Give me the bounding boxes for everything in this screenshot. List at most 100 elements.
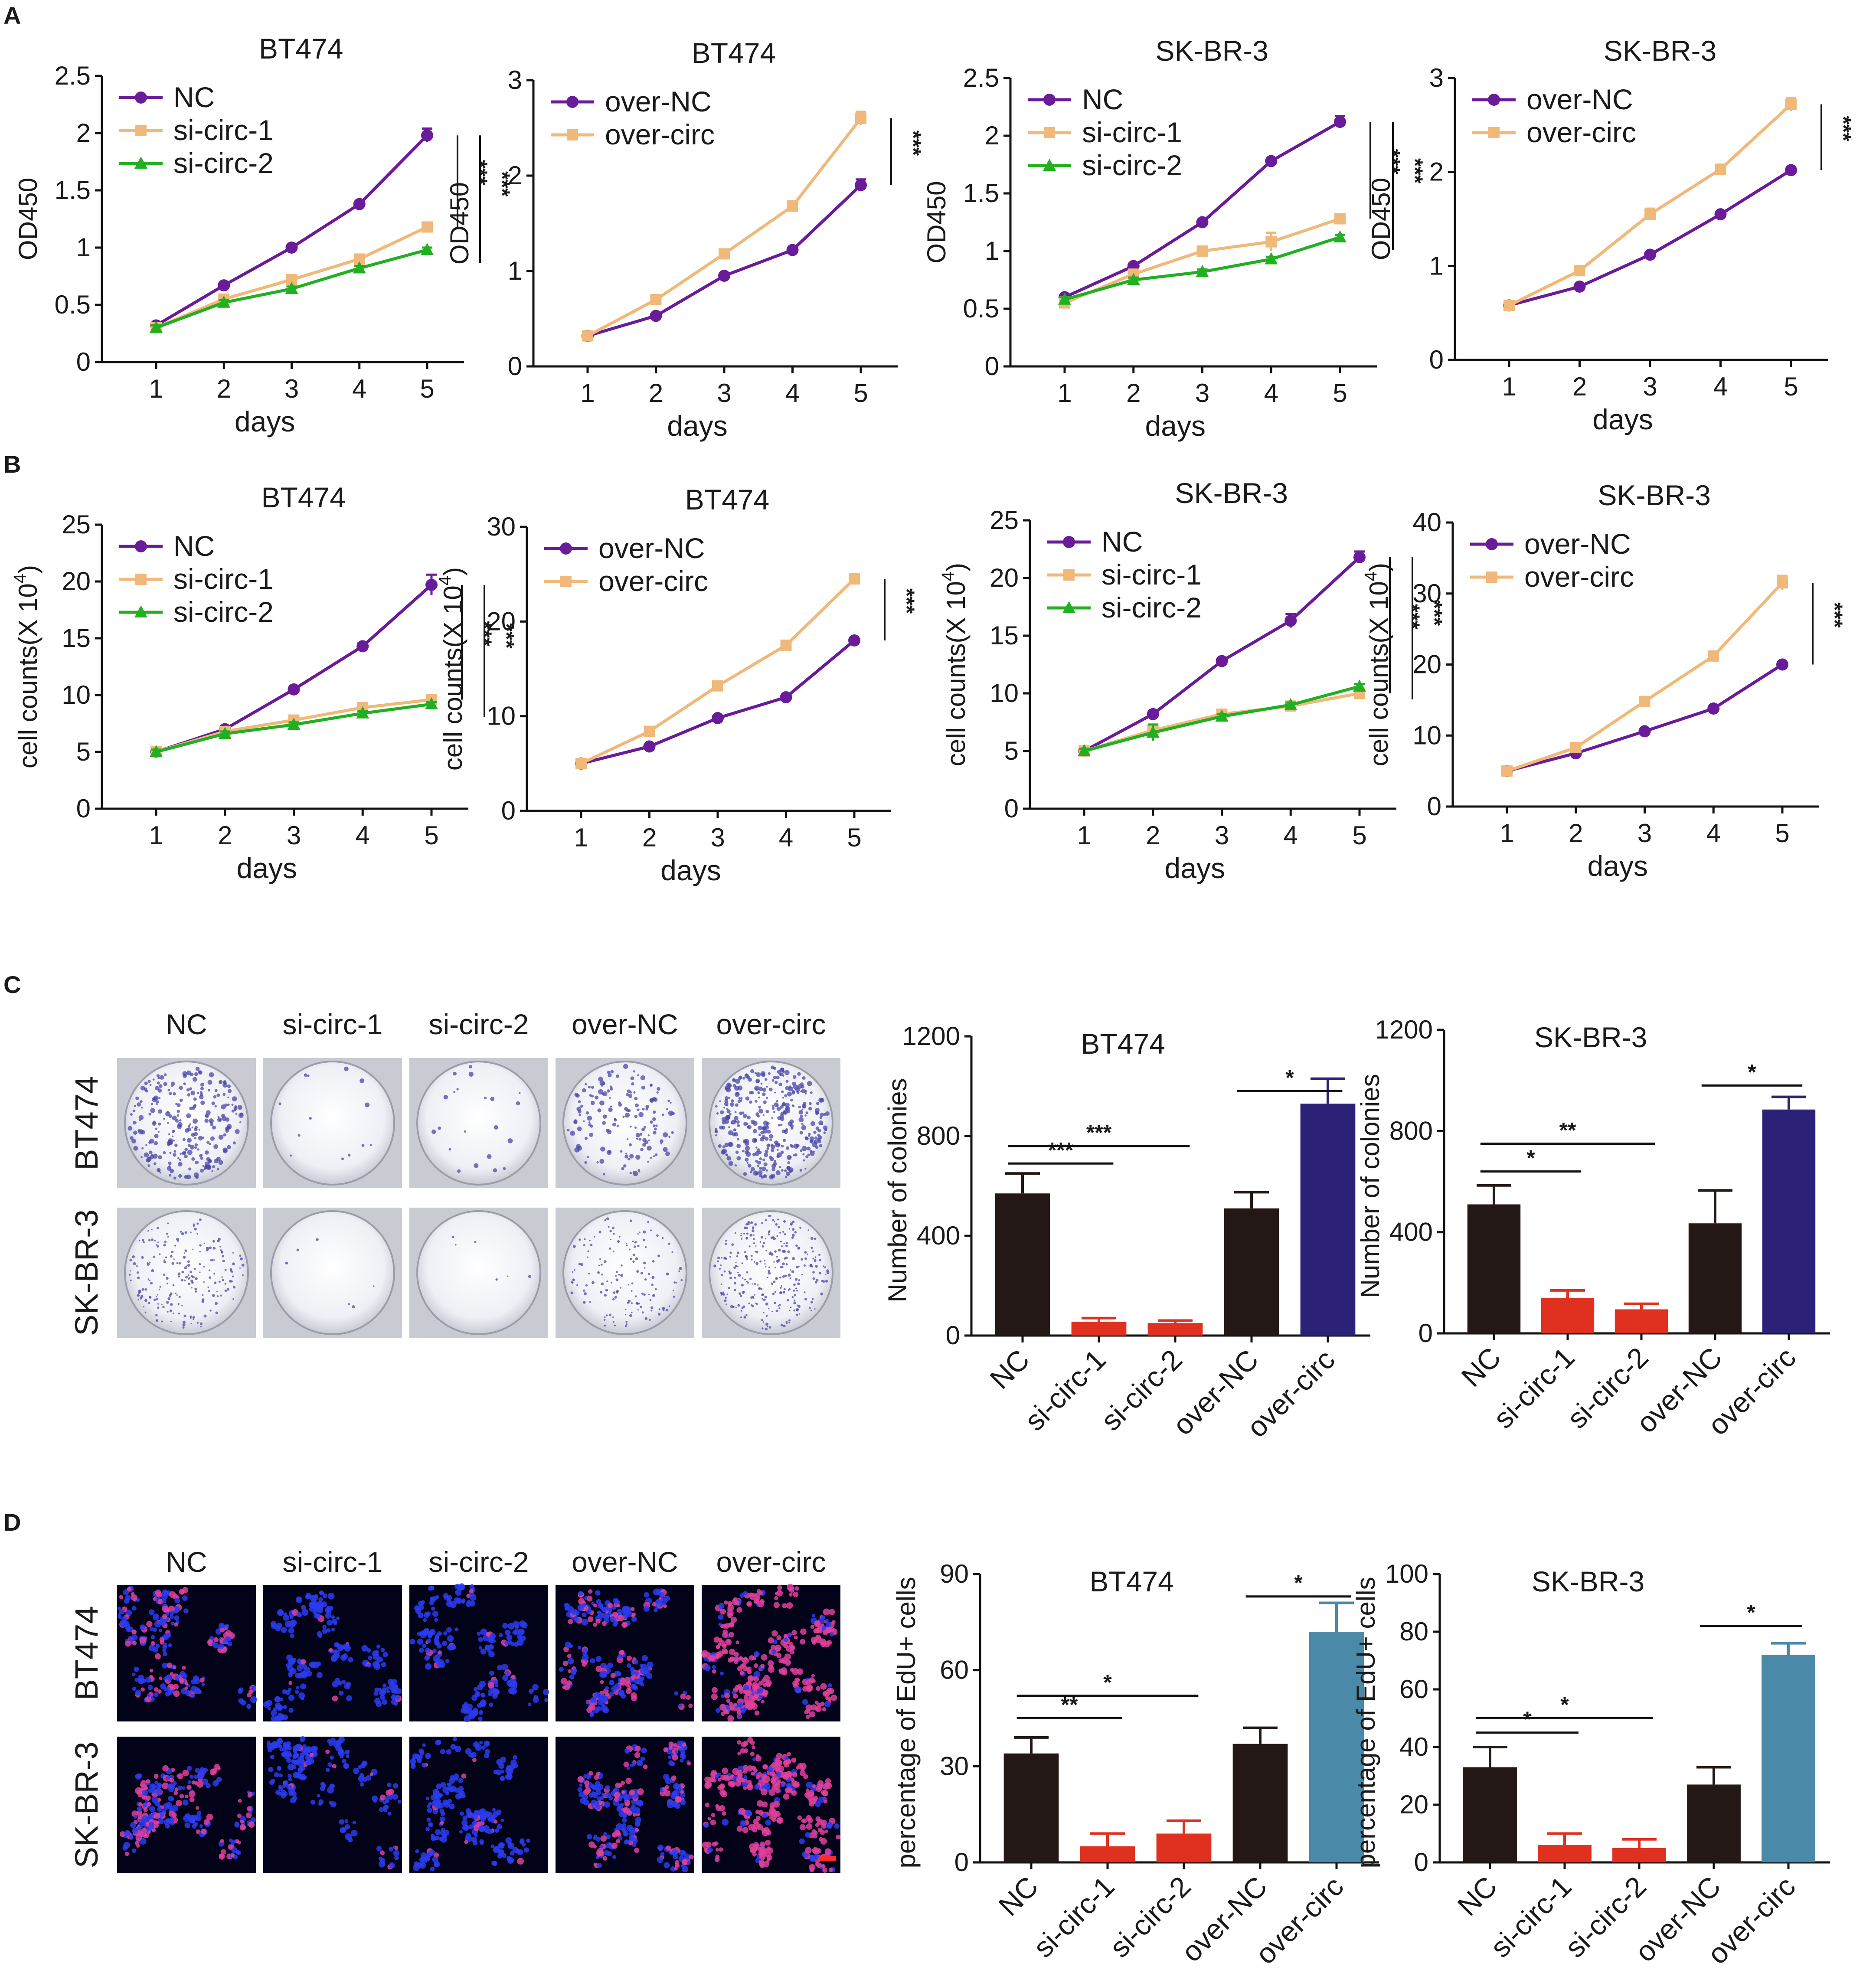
colony xyxy=(609,1248,611,1250)
colony-dish-SK-BR-3-over-circ xyxy=(702,1208,840,1338)
data-point-over-circ xyxy=(719,248,730,260)
colony xyxy=(166,1282,169,1285)
edu-image-BT474-si-circ-2 xyxy=(409,1583,549,1722)
y-tick-label: 60 xyxy=(940,1656,969,1685)
nucleus xyxy=(647,1661,654,1669)
nucleus xyxy=(609,1691,614,1697)
colony xyxy=(809,1136,814,1141)
nucleus xyxy=(137,1806,142,1812)
edu-positive-nucleus xyxy=(167,1662,173,1668)
data-point-over-circ xyxy=(787,200,798,212)
colony xyxy=(747,1115,751,1120)
colony xyxy=(206,1247,208,1249)
nucleus xyxy=(604,1614,609,1620)
colony xyxy=(203,1314,207,1318)
colony xyxy=(182,1138,186,1141)
edu-positive-nucleus xyxy=(568,1619,573,1624)
data-point-NC xyxy=(1216,655,1228,667)
colony xyxy=(631,1302,633,1304)
colony xyxy=(764,1174,766,1177)
nucleus xyxy=(422,1764,426,1768)
colony xyxy=(628,1284,629,1286)
colony xyxy=(587,1156,589,1158)
chart-title: BT474 xyxy=(261,481,346,513)
colony xyxy=(715,1105,718,1108)
nucleus xyxy=(767,1766,773,1773)
colony xyxy=(649,1319,651,1321)
nucleus xyxy=(118,1608,125,1615)
nucleus xyxy=(500,1770,504,1774)
colony xyxy=(631,1312,633,1313)
colony xyxy=(782,1275,785,1278)
nucleus xyxy=(739,1708,746,1714)
colony xyxy=(238,1113,244,1118)
nucleus xyxy=(446,1598,451,1604)
edu-positive-nucleus xyxy=(816,1627,823,1633)
colony xyxy=(183,1314,186,1318)
colony xyxy=(731,1119,736,1125)
colony xyxy=(601,1274,603,1276)
colony xyxy=(232,1252,234,1254)
colony xyxy=(628,1157,631,1161)
colony xyxy=(804,1090,807,1093)
data-point-si-circ-2 xyxy=(1353,679,1366,692)
colony xyxy=(163,1151,166,1154)
edu-positive-nucleus xyxy=(738,1808,745,1815)
nucleus xyxy=(415,1849,419,1853)
edu-positive-nucleus xyxy=(247,1806,252,1811)
colony xyxy=(749,1170,752,1173)
edu-positive-nucleus xyxy=(823,1608,830,1616)
colony xyxy=(805,1155,809,1159)
colony xyxy=(600,1291,603,1294)
nucleus xyxy=(413,1864,420,1871)
colony xyxy=(144,1299,147,1302)
series-line-over-circ xyxy=(580,578,856,765)
y-tick-label: 0 xyxy=(1427,792,1441,821)
colony xyxy=(680,1279,683,1281)
nucleus xyxy=(578,1591,583,1596)
colony xyxy=(177,1122,183,1127)
data-point-si-circ-2 xyxy=(1127,273,1140,285)
colony xyxy=(155,1314,158,1316)
edu-positive-nucleus xyxy=(811,1640,817,1645)
colony xyxy=(792,1257,795,1260)
y-tick-label: 400 xyxy=(1389,1218,1433,1247)
edu-positive-nucleus xyxy=(185,1794,189,1799)
colony xyxy=(604,1260,607,1263)
colony xyxy=(232,1298,235,1300)
edu-positive-nucleus xyxy=(600,1835,607,1842)
bar-si-circ-2 xyxy=(1612,1848,1666,1862)
colony xyxy=(144,1152,149,1158)
edu-positive-nucleus xyxy=(712,1669,716,1674)
nucleus xyxy=(295,1744,302,1751)
colony xyxy=(784,1233,786,1235)
nucleus xyxy=(132,1686,137,1691)
nucleus xyxy=(361,1645,368,1652)
column-header-si-circ-2: si-circ-2 xyxy=(429,1546,529,1578)
x-tick-label: 3 xyxy=(1637,819,1652,848)
legend-marker xyxy=(1486,572,1497,583)
edu-positive-nucleus xyxy=(716,1645,720,1649)
colony xyxy=(638,1170,641,1173)
colony xyxy=(578,1114,581,1116)
nucleus xyxy=(627,1663,631,1668)
colony xyxy=(624,1314,627,1316)
edu-positive-nucleus xyxy=(724,1600,728,1605)
nucleus xyxy=(595,1781,601,1787)
colony xyxy=(784,1070,790,1075)
colony xyxy=(191,1157,195,1161)
nucleus xyxy=(673,1802,678,1807)
colony xyxy=(190,1279,193,1282)
colony xyxy=(752,1228,755,1230)
edu-positive-nucleus xyxy=(755,1694,759,1698)
nucleus xyxy=(196,1811,202,1816)
nucleus xyxy=(663,1862,670,1868)
edu-positive-nucleus xyxy=(593,1862,597,1867)
colony xyxy=(570,1130,575,1136)
nucleus xyxy=(395,1695,401,1700)
edu-positive-nucleus xyxy=(132,1641,137,1646)
colony xyxy=(771,1117,774,1119)
colony xyxy=(163,1073,167,1076)
nucleus xyxy=(605,1785,611,1790)
colony xyxy=(671,1131,674,1134)
